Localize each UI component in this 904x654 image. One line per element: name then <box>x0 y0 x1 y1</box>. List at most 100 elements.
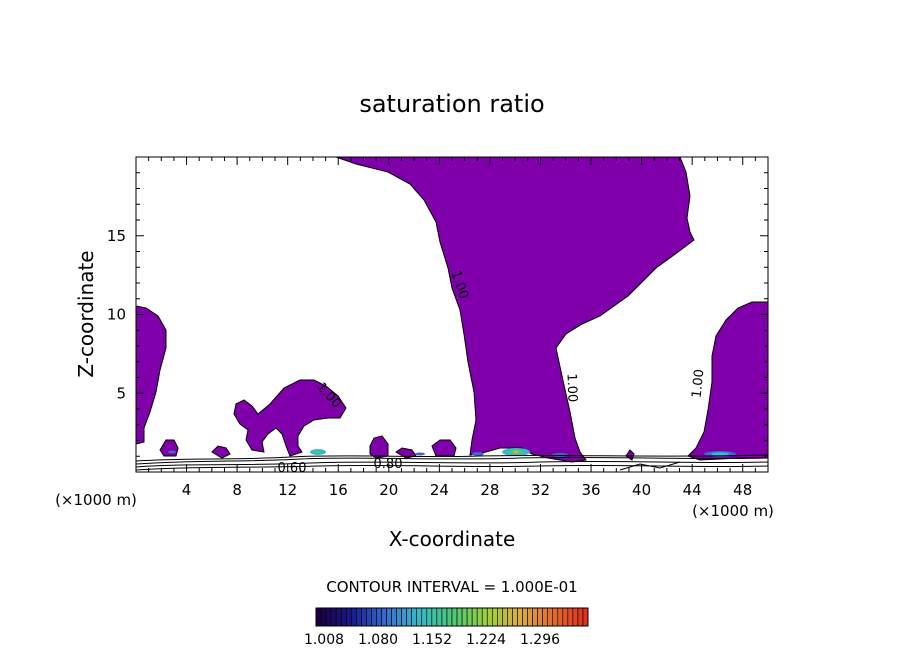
colorbar-cell <box>456 607 463 627</box>
x-tick-label: 48 <box>733 481 752 499</box>
colorbar-cell <box>391 607 397 627</box>
colorbar-cell <box>396 607 402 627</box>
colorbar-cell <box>572 607 579 627</box>
colorbar-cell <box>481 607 488 627</box>
contour-label: 0.80 <box>374 457 403 472</box>
plot-area: 1.00 1.00 1.00 1.00 0.60 0.80 <box>135 156 769 476</box>
patch-high <box>415 452 425 456</box>
x-tick-label: 12 <box>278 481 297 499</box>
x-tick-label: 24 <box>430 481 449 499</box>
x-tick-label: 36 <box>581 481 600 499</box>
colorbar-cell <box>537 607 543 627</box>
x-tick-label: 8 <box>232 481 242 499</box>
colorbar-cell <box>461 607 468 627</box>
colorbar-cell <box>497 607 503 627</box>
colorbar-tick-label: 1.008 <box>304 632 344 648</box>
colorbar-cell <box>330 607 337 627</box>
colorbar-cell <box>471 607 478 627</box>
colorbar-cell <box>502 607 508 627</box>
colorbar-cell <box>401 607 407 627</box>
colorbar-cell <box>426 607 433 627</box>
saturated-regions <box>135 156 769 463</box>
colorbar-cell <box>431 607 438 627</box>
colorbar-cell <box>507 607 513 627</box>
colorbar-cell <box>582 607 589 627</box>
contour-interval-text: CONTOUR INTERVAL = 1.000E-01 <box>326 578 577 596</box>
colorbar-cell <box>335 607 342 627</box>
colorbar-cell <box>486 607 493 627</box>
colorbar-cell <box>371 607 377 627</box>
x-tick-labels: 4 8 12 16 20 24 28 32 36 40 44 48 <box>182 481 752 499</box>
colorbar-cell <box>577 607 584 627</box>
colorbar-cell <box>376 607 382 627</box>
y-tick-labels: 5 10 15 <box>107 227 126 403</box>
chart-title: saturation ratio <box>359 90 544 118</box>
x-tick-label: 4 <box>182 481 192 499</box>
saturated-blob <box>369 435 389 459</box>
colorbar-tick-label: 1.296 <box>520 632 560 648</box>
saturated-region-mid-left <box>233 379 347 457</box>
colorbar-cell <box>527 607 533 627</box>
patch-high <box>513 450 519 454</box>
y-tick-label: 5 <box>116 384 126 402</box>
x-tick-label: 40 <box>632 481 651 499</box>
contour-label: 0.60 <box>278 461 307 476</box>
saturated-blob <box>211 445 231 459</box>
colorbar-cell <box>532 607 538 627</box>
colorbar-cell <box>547 607 554 627</box>
colorbar-labels: 1.008 1.080 1.152 1.224 1.296 <box>304 632 560 648</box>
x-tick-label: 20 <box>379 481 398 499</box>
colorbar-cell <box>562 607 569 627</box>
colorbar-cell <box>406 607 413 627</box>
colorbar-cell <box>512 607 518 627</box>
colorbar-cell <box>517 607 523 627</box>
colorbar-tick-label: 1.224 <box>466 632 506 648</box>
colorbar-cell <box>451 607 458 627</box>
y-axis-title: Z-coordinate <box>74 250 98 377</box>
colorbar-cell <box>476 607 483 627</box>
colorbar-cell <box>416 607 423 627</box>
colorbar-cell <box>350 607 357 627</box>
colorbar-cell <box>567 607 574 627</box>
colorbar-cell <box>522 607 528 627</box>
colorbar-frame <box>315 607 589 627</box>
patch-high <box>472 452 484 456</box>
colorbar <box>315 607 589 627</box>
colorbar-cell <box>345 607 352 627</box>
x-tick-label: 16 <box>329 481 348 499</box>
colorbar-cell <box>557 607 564 627</box>
x-unit-label-right: (×1000 m) <box>692 502 774 520</box>
colorbar-cell <box>421 607 428 627</box>
saturated-region-left <box>135 305 167 445</box>
patch-high <box>552 453 568 457</box>
colorbar-cell <box>446 607 453 627</box>
colorbar-cell <box>441 607 448 627</box>
patch-high <box>168 450 176 454</box>
colorbar-tick-label: 1.152 <box>412 632 452 648</box>
x-unit-label-left: (×1000 m) <box>55 491 137 509</box>
x-tick-label: 44 <box>683 481 702 499</box>
colorbar-cell <box>361 607 367 627</box>
colorbar-cell <box>320 607 327 627</box>
saturated-blob <box>395 447 417 459</box>
patch-high <box>315 450 321 454</box>
saturated-blob <box>431 439 457 457</box>
colorbar-cell <box>411 607 418 627</box>
colorbar-cell <box>466 607 473 627</box>
colorbar-cell <box>436 607 443 627</box>
x-tick-label: 32 <box>531 481 550 499</box>
colorbar-cell <box>355 607 362 627</box>
y-tick-label: 15 <box>107 227 126 245</box>
colorbar-cell <box>552 607 559 627</box>
x-axis-title: X-coordinate <box>389 527 516 551</box>
colorbar-cell <box>542 607 549 627</box>
y-axis-ticks <box>136 172 768 457</box>
contour-label: 1.00 <box>563 373 579 402</box>
colorbar-cell <box>325 607 332 627</box>
y-tick-label: 10 <box>107 306 126 324</box>
colorbar-tick-label: 1.080 <box>358 632 398 648</box>
patch-high <box>711 452 729 456</box>
colorbar-cell <box>366 607 372 627</box>
colorbar-cell <box>340 607 347 627</box>
